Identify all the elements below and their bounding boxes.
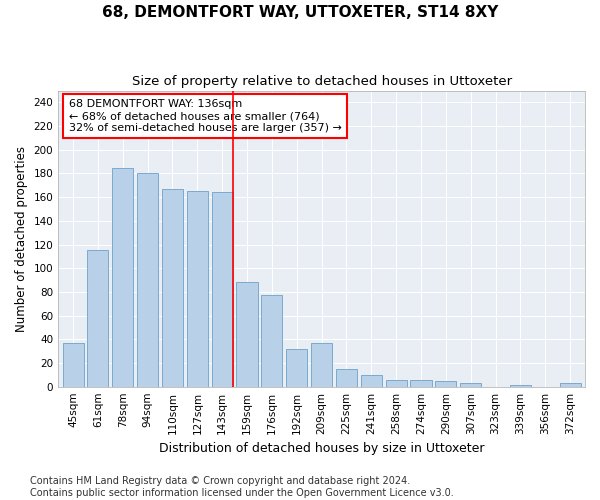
Bar	[386, 380, 407, 386]
Text: 68 DEMONTFORT WAY: 136sqm
← 68% of detached houses are smaller (764)
32% of semi: 68 DEMONTFORT WAY: 136sqm ← 68% of detac…	[69, 100, 341, 132]
Bar	[361, 375, 382, 386]
Bar	[286, 349, 307, 387]
Bar	[410, 380, 431, 386]
Text: Contains HM Land Registry data © Crown copyright and database right 2024.
Contai: Contains HM Land Registry data © Crown c…	[30, 476, 454, 498]
Bar	[62, 343, 83, 386]
Bar	[560, 383, 581, 386]
Bar	[212, 192, 233, 386]
Title: Size of property relative to detached houses in Uttoxeter: Size of property relative to detached ho…	[131, 75, 512, 88]
Bar	[336, 369, 357, 386]
Y-axis label: Number of detached properties: Number of detached properties	[15, 146, 28, 332]
Bar	[162, 189, 183, 386]
Bar	[187, 191, 208, 386]
Bar	[311, 343, 332, 386]
Text: 68, DEMONTFORT WAY, UTTOXETER, ST14 8XY: 68, DEMONTFORT WAY, UTTOXETER, ST14 8XY	[102, 5, 498, 20]
X-axis label: Distribution of detached houses by size in Uttoxeter: Distribution of detached houses by size …	[159, 442, 484, 455]
Bar	[460, 383, 481, 386]
Bar	[435, 381, 457, 386]
Bar	[236, 282, 257, 387]
Bar	[137, 174, 158, 386]
Bar	[112, 168, 133, 386]
Bar	[88, 250, 109, 386]
Bar	[262, 296, 283, 386]
